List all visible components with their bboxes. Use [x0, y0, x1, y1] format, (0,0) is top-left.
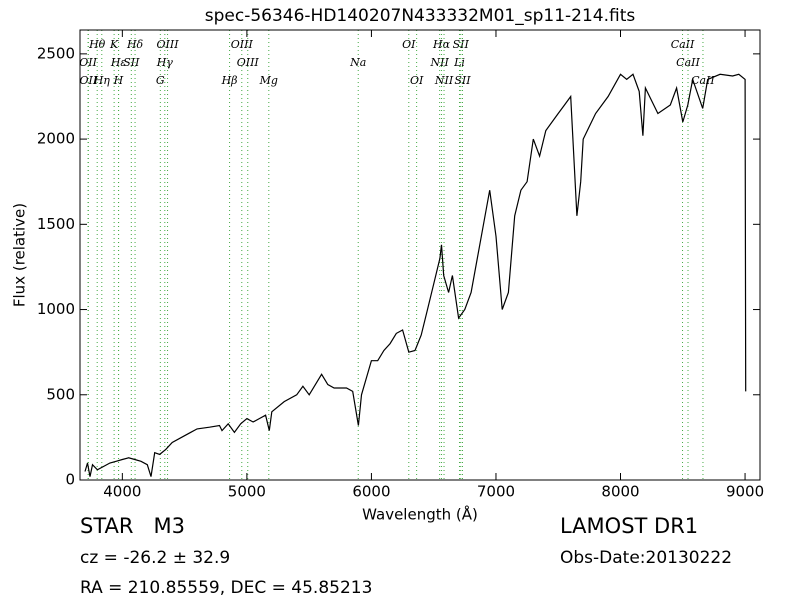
- spectral-line-label: OII: [79, 74, 97, 87]
- spectral-line-label: K: [109, 38, 119, 51]
- spectral-line-label: CaII: [671, 38, 695, 51]
- chart-title: spec-56346-HD140207N433332M01_sp11-214.f…: [205, 6, 636, 26]
- spectral-line-label: CaII: [691, 74, 715, 87]
- x-tick-label: 9000: [726, 483, 764, 501]
- spectral-line-label: Hγ: [156, 56, 174, 69]
- spectral-line-label: Li: [453, 56, 465, 69]
- object-class: STAR M3: [80, 514, 185, 538]
- y-tick-label: 2000: [37, 130, 75, 148]
- y-tick-label: 1000: [37, 300, 75, 318]
- y-tick-label: 0: [65, 471, 75, 489]
- x-tick-label: 6000: [352, 483, 390, 501]
- spectral-line-label: Mg: [259, 74, 278, 87]
- spectrum: [84, 73, 747, 477]
- x-tick-label: 7000: [477, 483, 515, 501]
- y-tick-label: 500: [46, 385, 75, 403]
- spectral-line-label: OIII: [237, 56, 260, 69]
- spectral-line-label: SII: [454, 74, 471, 87]
- spectral-line-label: Hθ: [88, 38, 106, 51]
- spectral-line-label: Hα: [432, 38, 451, 51]
- x-axis-label: Wavelength (Å): [362, 505, 478, 524]
- x-tick-label: 4000: [103, 483, 141, 501]
- spectral-line-label: G: [156, 74, 165, 87]
- y-axis-label: Flux (relative): [11, 203, 29, 307]
- spectral-line-label: OI: [410, 74, 424, 87]
- x-tick-label: 8000: [601, 483, 639, 501]
- x-tick-label: 5000: [228, 483, 266, 501]
- spectral-line-label: Hε: [110, 56, 127, 69]
- obs-date: Obs-Date:20130222: [560, 548, 732, 568]
- survey: LAMOST DR1: [560, 514, 698, 538]
- spectral-line-label: OIII: [231, 38, 254, 51]
- spectral-line-label: Hβ: [221, 74, 238, 87]
- spectral-line-label: NII: [434, 74, 454, 87]
- spectral-line-label: Hη: [93, 74, 111, 87]
- y-tick-label: 2500: [37, 44, 75, 62]
- spectral-line-label: CaII: [676, 56, 700, 69]
- spectral-line-label: Hδ: [126, 38, 144, 51]
- coordinates: RA = 210.85559, DEC = 45.85213: [80, 578, 372, 598]
- plot-frame: [79, 29, 761, 481]
- spectral-line-label: NII: [430, 56, 450, 69]
- spectral-line-label: SII: [453, 38, 470, 51]
- spectral-line-label: Na: [349, 56, 366, 69]
- redshift: cz = -26.2 ± 32.9: [80, 548, 230, 568]
- spectral-line-label: OI: [402, 38, 416, 51]
- spectral-line-label: SII: [123, 56, 140, 69]
- spectral-line-label: OIII: [157, 38, 180, 51]
- y-tick-label: 1500: [37, 215, 75, 233]
- spectral-line-label: H: [113, 74, 124, 87]
